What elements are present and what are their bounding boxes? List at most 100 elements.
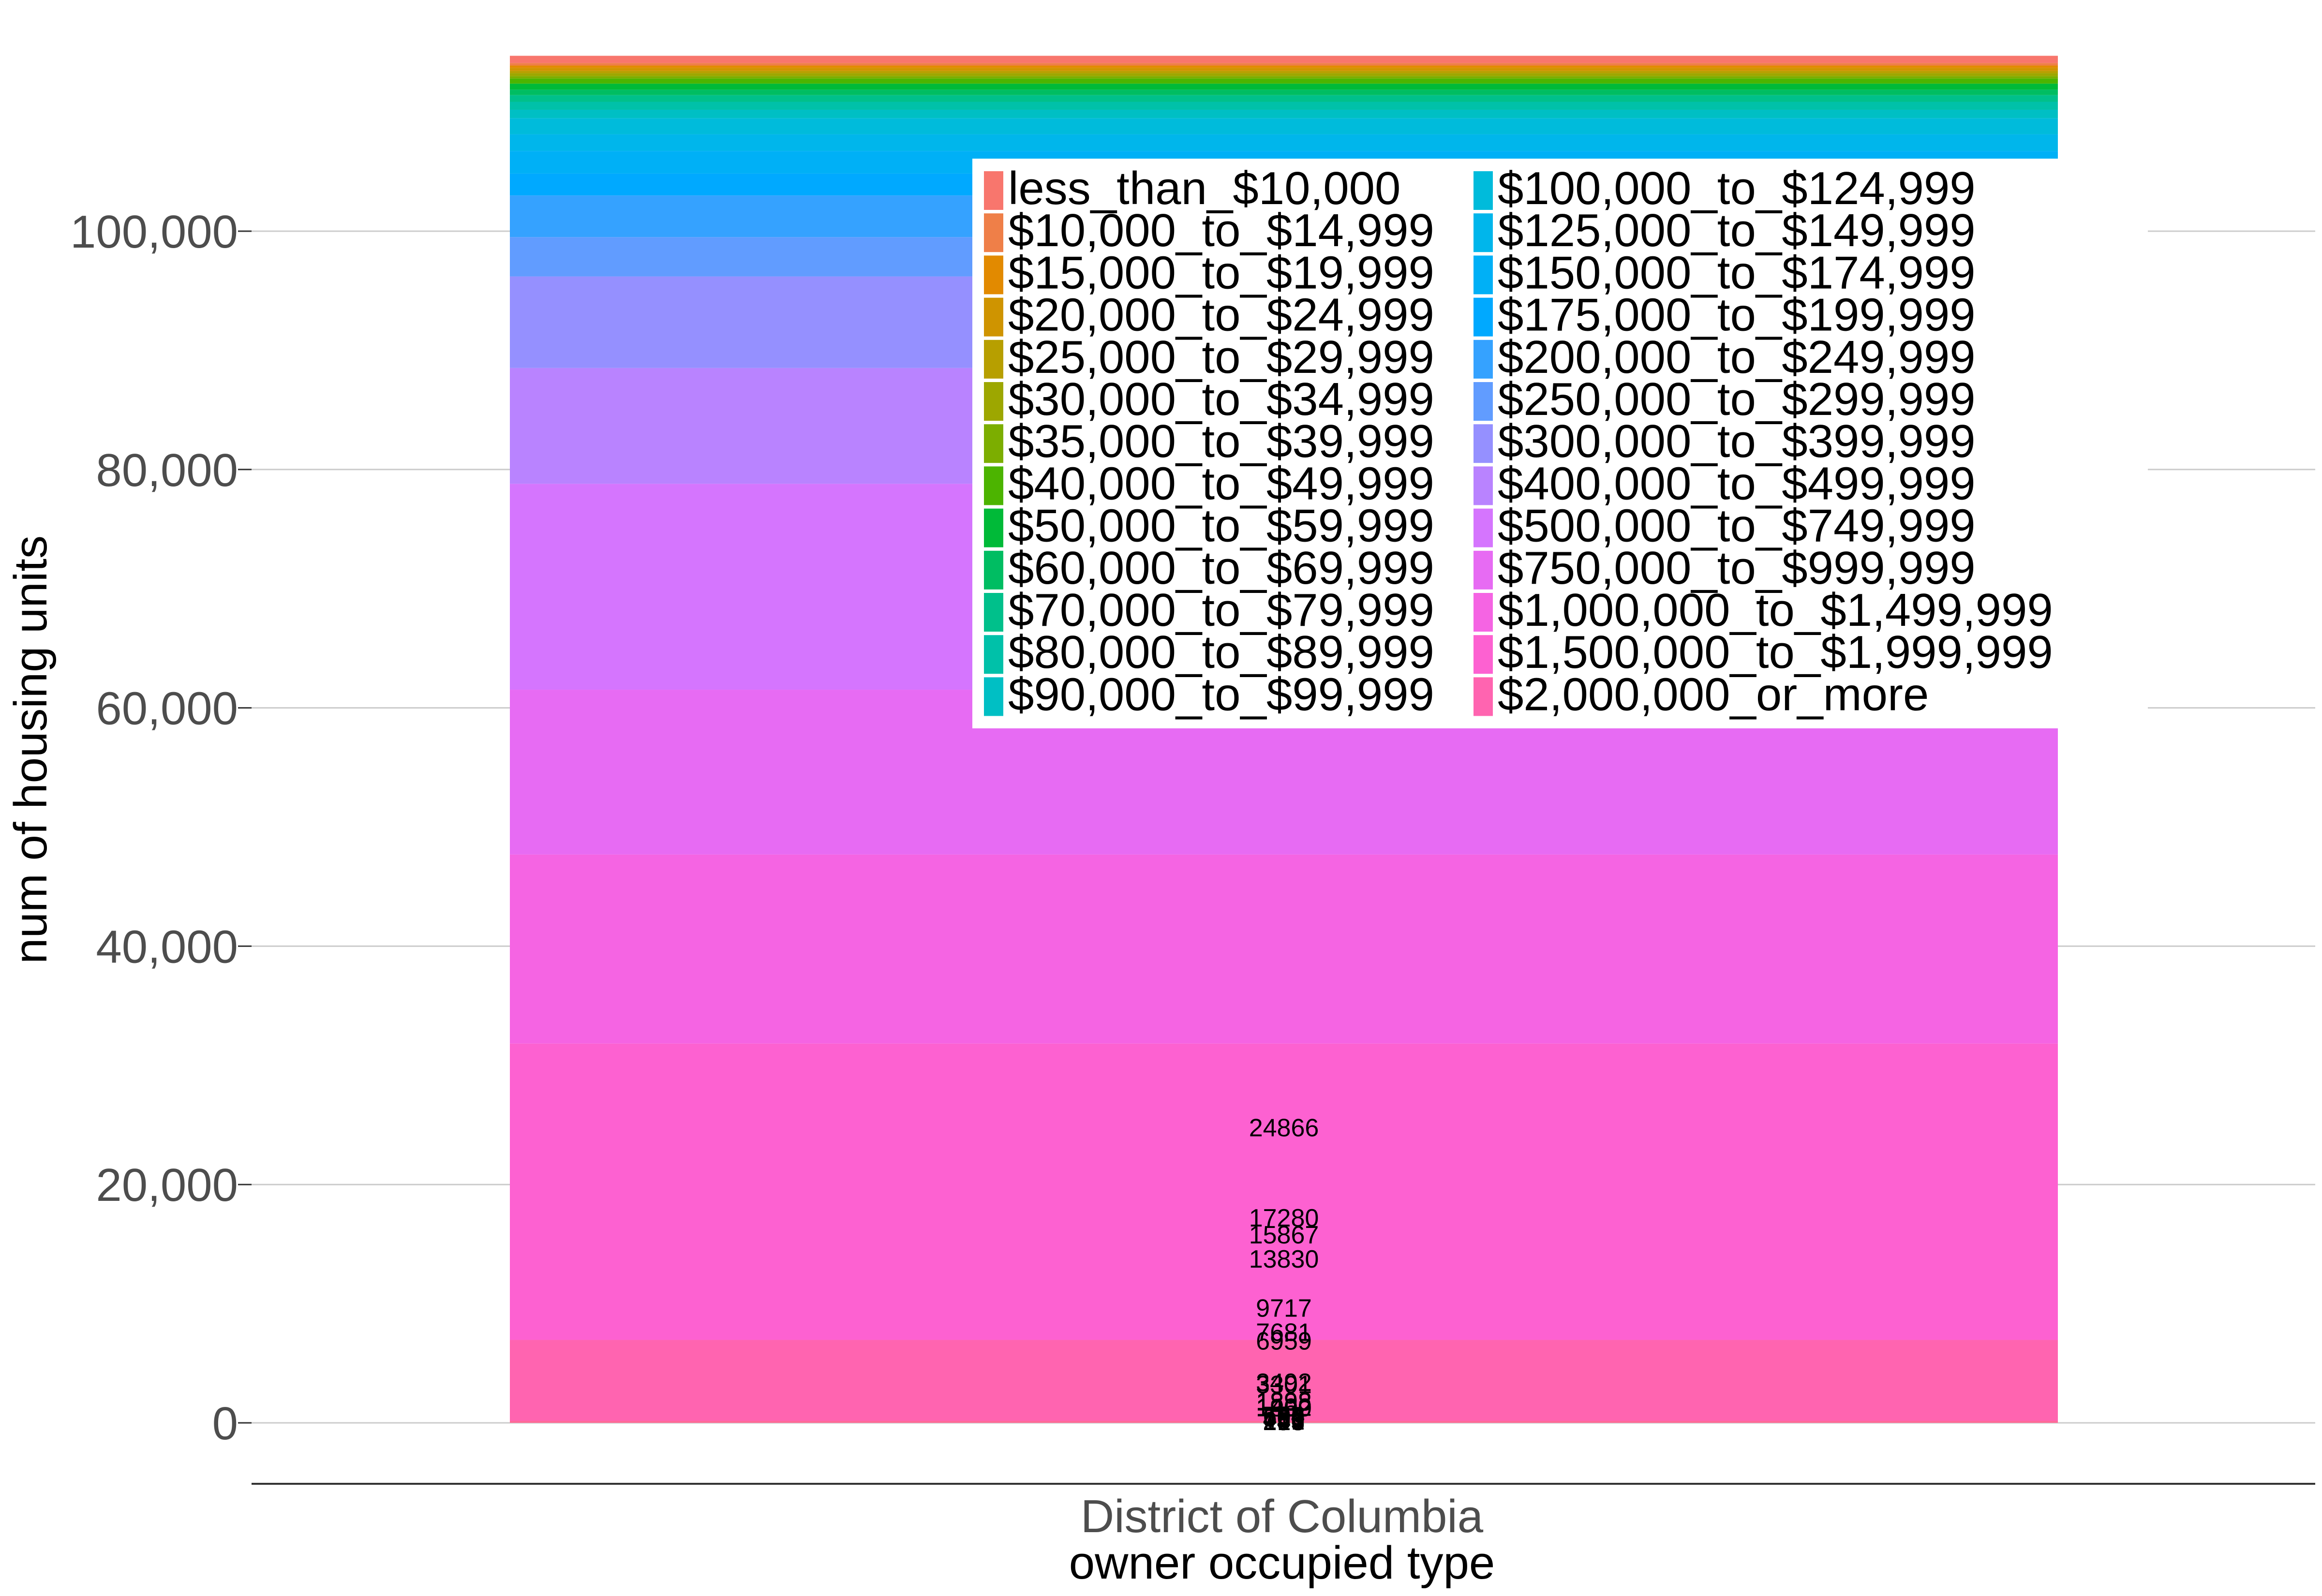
y-tick-label: 0 bbox=[212, 1398, 238, 1449]
legend-swatch bbox=[984, 297, 1003, 337]
legend-swatch bbox=[984, 593, 1003, 632]
legend-label: $200,000_to_$249,999 bbox=[1498, 331, 1976, 383]
legend-swatch bbox=[1474, 550, 1493, 590]
legend-swatch bbox=[984, 466, 1003, 505]
bar-segment bbox=[510, 65, 2058, 68]
legend-swatch bbox=[1474, 466, 1493, 505]
data-label: 3492 bbox=[1256, 1369, 1312, 1397]
data-label: 17280 bbox=[1249, 1204, 1319, 1232]
bar-segment bbox=[510, 109, 2058, 118]
legend-label: $400,000_to_$499,999 bbox=[1498, 458, 1976, 509]
bar-segment bbox=[510, 1043, 2058, 1340]
y-tick-label: 40,000 bbox=[96, 921, 238, 973]
data-label: 606 bbox=[1263, 1403, 1305, 1431]
legend-label: $125,000_to_$149,999 bbox=[1498, 205, 1976, 256]
legend: less_than_$10,000$10,000_to_$14,999$15,0… bbox=[972, 159, 2148, 728]
y-tick-label: 20,000 bbox=[96, 1159, 238, 1211]
bar-segment bbox=[510, 68, 2058, 71]
legend-background bbox=[972, 159, 2148, 728]
legend-swatch bbox=[984, 171, 1003, 210]
legend-label: $2,000,000_or_more bbox=[1498, 668, 1929, 720]
legend-label: $175,000_to_$199,999 bbox=[1498, 289, 1976, 341]
data-label: 1898 bbox=[1256, 1388, 1312, 1416]
legend-swatch bbox=[1474, 635, 1493, 674]
legend-swatch bbox=[984, 677, 1003, 716]
legend-swatch bbox=[984, 424, 1003, 463]
legend-label: $250,000_to_$299,999 bbox=[1498, 373, 1976, 425]
legend-label: $90,000_to_$99,999 bbox=[1008, 668, 1434, 720]
legend-label: $10,000_to_$14,999 bbox=[1008, 205, 1434, 256]
bar-segment bbox=[510, 95, 2058, 102]
legend-label: $1,000,000_to_$1,499,999 bbox=[1498, 584, 2053, 636]
data-label: 196 bbox=[1263, 1408, 1305, 1436]
legend-swatch bbox=[1474, 297, 1493, 337]
bar-segment bbox=[510, 102, 2058, 110]
data-label: 460 bbox=[1263, 1405, 1305, 1433]
y-axis-ticks: 0 20,000 40,000 60,000 80,000 100,000 bbox=[70, 206, 252, 1449]
legend-label: $750,000_to_$999,999 bbox=[1498, 542, 1976, 594]
data-label: 3301 bbox=[1256, 1371, 1312, 1399]
bar-segment bbox=[510, 854, 2058, 1044]
legend-label: $80,000_to_$89,999 bbox=[1008, 626, 1434, 678]
legend-swatch bbox=[1474, 382, 1493, 421]
data-label: 196 bbox=[1263, 1408, 1305, 1436]
bar-segment bbox=[510, 76, 2058, 79]
bar-segment bbox=[510, 83, 2058, 90]
legend-swatch bbox=[1474, 508, 1493, 547]
data-label: 13830 bbox=[1249, 1245, 1319, 1273]
y-axis-title: num of housing units bbox=[5, 535, 57, 964]
x-tick-label: District of Columbia bbox=[1081, 1491, 1484, 1542]
bar-segment bbox=[510, 1340, 2058, 1423]
data-label: 6959 bbox=[1256, 1328, 1312, 1356]
bar-segment bbox=[510, 56, 2058, 63]
data-label: 193 bbox=[1263, 1408, 1305, 1436]
bar-segment bbox=[510, 134, 2058, 151]
y-tick-label: 80,000 bbox=[96, 444, 238, 496]
legend-swatch bbox=[1474, 593, 1493, 632]
legend-label: $15,000_to_$19,999 bbox=[1008, 247, 1434, 298]
bar-segment bbox=[510, 73, 2058, 76]
y-tick-label: 100,000 bbox=[70, 206, 238, 258]
data-label: 241 bbox=[1263, 1407, 1305, 1435]
legend-label: $25,000_to_$29,999 bbox=[1008, 331, 1434, 383]
bar-segment bbox=[510, 63, 2058, 66]
legend-swatch bbox=[984, 382, 1003, 421]
legend-swatch bbox=[984, 508, 1003, 547]
data-label: 1350 bbox=[1256, 1394, 1312, 1422]
data-label: 433 bbox=[1263, 1405, 1305, 1433]
legend-swatch bbox=[984, 340, 1003, 379]
legend-label: $300,000_to_$399,999 bbox=[1498, 415, 1976, 467]
legend-label: $50,000_to_$59,999 bbox=[1008, 500, 1434, 552]
data-label: 1838 bbox=[1256, 1389, 1312, 1417]
legend-swatch bbox=[1474, 213, 1493, 252]
legend-swatch bbox=[984, 635, 1003, 674]
legend-label: less_than_$10,000 bbox=[1008, 163, 1400, 214]
legend-label: $40,000_to_$49,999 bbox=[1008, 458, 1434, 509]
data-label: 668 bbox=[1263, 1403, 1305, 1431]
data-label: 704 bbox=[1263, 1402, 1305, 1430]
legend-label: $1,500,000_to_$1,999,999 bbox=[1498, 626, 2053, 678]
legend-label: $150,000_to_$174,999 bbox=[1498, 247, 1976, 298]
legend-label: $100,000_to_$124,999 bbox=[1498, 163, 1976, 214]
legend-swatch bbox=[1474, 171, 1493, 210]
bar-segment bbox=[510, 118, 2058, 134]
legend-label: $20,000_to_$24,999 bbox=[1008, 289, 1434, 341]
legend-label: $500,000_to_$749,999 bbox=[1498, 500, 1976, 552]
data-label: 24866 bbox=[1249, 1114, 1319, 1142]
legend-label: $35,000_to_$39,999 bbox=[1008, 415, 1434, 467]
legend-swatch bbox=[1474, 424, 1493, 463]
y-tick-label: 60,000 bbox=[96, 683, 238, 735]
legend-swatch bbox=[984, 213, 1003, 252]
data-label: 256 bbox=[1263, 1407, 1305, 1435]
legend-swatch bbox=[984, 255, 1003, 295]
data-label: 213 bbox=[1263, 1408, 1305, 1436]
data-label: 508 bbox=[1263, 1404, 1305, 1432]
legend-swatch bbox=[1474, 340, 1493, 379]
legend-swatch bbox=[984, 550, 1003, 590]
legend-label: $70,000_to_$79,999 bbox=[1008, 584, 1434, 636]
data-label: 1402 bbox=[1256, 1393, 1312, 1421]
bar-segment bbox=[510, 89, 2058, 95]
legend-label: $30,000_to_$34,999 bbox=[1008, 373, 1434, 425]
